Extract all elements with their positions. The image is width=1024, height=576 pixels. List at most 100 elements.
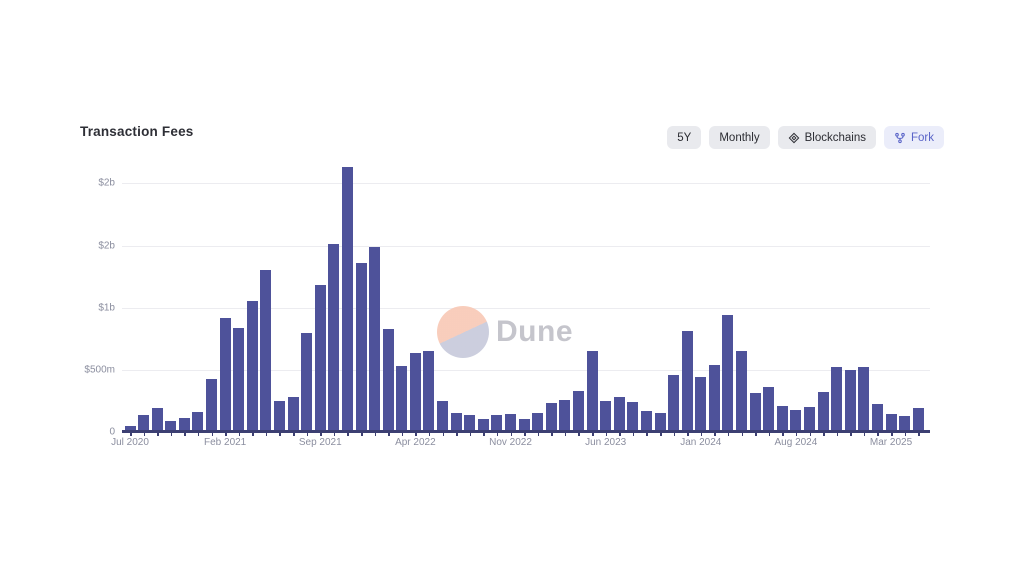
bar-nov-2023[interactable] [668, 375, 680, 432]
blockchains-label: Blockchains [804, 131, 866, 144]
x-axis-tick [265, 432, 268, 436]
x-axis-tick [483, 432, 485, 436]
bar-jun-2021[interactable] [273, 401, 285, 432]
bar-mar-2022[interactable] [396, 366, 408, 432]
bar-sep-2021[interactable] [314, 285, 326, 432]
x-axis-tick [456, 432, 458, 436]
bar-mar-2024[interactable] [722, 315, 734, 432]
x-axis-tick [673, 432, 676, 436]
x-axis-tick [918, 432, 920, 436]
bar-may-2025[interactable] [912, 408, 924, 432]
x-axis-tick [782, 432, 784, 436]
bar-dec-2020[interactable] [192, 412, 204, 432]
x-axis-tick [442, 432, 445, 436]
x-axis-tick [619, 432, 621, 436]
bar-oct-2024[interactable] [817, 392, 829, 432]
time-range-button[interactable]: 5Y [667, 126, 702, 149]
fork-icon [894, 132, 906, 144]
bar-oct-2022[interactable] [491, 415, 503, 432]
bar-nov-2020[interactable] [178, 418, 190, 432]
x-axis-tick [293, 432, 295, 436]
bar-jan-2024[interactable] [695, 377, 707, 432]
y-axis-label: $2b [98, 177, 115, 189]
bar-aug-2022[interactable] [464, 415, 476, 432]
x-axis-tick [700, 432, 703, 436]
bar-may-2021[interactable] [260, 270, 272, 432]
bar-sep-2024[interactable] [804, 407, 815, 432]
x-axis-tick [469, 432, 472, 436]
bar-oct-2021[interactable] [328, 244, 340, 432]
bar-feb-2025[interactable] [871, 404, 883, 432]
blockchains-button[interactable]: Blockchains [777, 126, 876, 149]
x-axis-tick [578, 432, 580, 436]
bar-oct-2020[interactable] [165, 421, 177, 432]
bar-aug-2021[interactable] [301, 333, 313, 432]
bar-nov-2024[interactable] [831, 367, 843, 432]
bar-jan-2021[interactable] [206, 379, 218, 432]
x-axis-tick [646, 432, 648, 436]
bar-nov-2022[interactable] [505, 414, 517, 432]
bar-feb-2021[interactable] [219, 318, 231, 432]
bar-dec-2021[interactable] [355, 263, 367, 432]
bar-may-2024[interactable] [749, 393, 761, 432]
bar-mar-2025[interactable] [885, 414, 897, 432]
bar-apr-2024[interactable] [736, 351, 748, 432]
bar-feb-2022[interactable] [382, 329, 394, 432]
x-axis-tick [660, 432, 662, 436]
y-axis-label: 0 [109, 426, 115, 438]
bar-may-2023[interactable] [586, 351, 598, 432]
bar-jul-2021[interactable] [287, 397, 299, 432]
bar-may-2022[interactable] [423, 351, 435, 432]
bar-aug-2020[interactable] [138, 415, 150, 432]
x-axis-tick [170, 432, 173, 436]
gridline [122, 183, 930, 185]
bar-dec-2024[interactable] [844, 370, 856, 432]
x-axis-tick [768, 432, 771, 436]
bar-apr-2021[interactable] [246, 301, 258, 432]
bar-feb-2023[interactable] [545, 403, 557, 432]
fork-button[interactable]: Fork [884, 126, 944, 149]
bar-jun-2024[interactable] [763, 387, 775, 432]
y-axis-label: $2b [98, 240, 115, 252]
x-axis-tick [347, 432, 349, 436]
x-axis-tick [157, 432, 159, 436]
bar-apr-2025[interactable] [899, 416, 911, 432]
interval-label: Monthly [719, 131, 760, 144]
bar-apr-2022[interactable] [409, 353, 421, 432]
x-axis-tick [197, 432, 200, 436]
x-axis-tick [428, 432, 431, 436]
bar-dec-2022[interactable] [518, 419, 530, 432]
bar-oct-2023[interactable] [654, 413, 666, 432]
bar-jul-2022[interactable] [450, 413, 462, 432]
bar-mar-2023[interactable] [559, 400, 571, 432]
bar-jul-2024[interactable] [776, 406, 788, 432]
bar-jan-2022[interactable] [369, 247, 381, 432]
x-axis-tick [225, 432, 227, 436]
x-axis-tick [632, 432, 635, 436]
bar-jul-2023[interactable] [613, 397, 625, 432]
bar-mar-2021[interactable] [233, 328, 245, 432]
bar-jun-2023[interactable] [600, 401, 612, 432]
interval-button[interactable]: Monthly [709, 126, 770, 149]
bar-sep-2023[interactable] [640, 411, 652, 432]
x-axis-tick [238, 432, 241, 436]
x-axis-tick [333, 432, 336, 436]
bar-aug-2023[interactable] [627, 402, 639, 432]
x-axis-tick [836, 432, 839, 436]
bar-sep-2020[interactable] [151, 408, 163, 432]
x-axis-tick [279, 432, 281, 436]
bar-apr-2023[interactable] [572, 391, 584, 432]
x-axis-tick [524, 432, 526, 436]
bar-jan-2023[interactable] [532, 413, 544, 432]
y-axis-label: $1b [98, 302, 115, 314]
bar-nov-2021[interactable] [341, 167, 353, 432]
bar-aug-2024[interactable] [790, 410, 802, 432]
bar-feb-2024[interactable] [708, 365, 720, 432]
x-axis-label: Apr 2022 [395, 437, 436, 448]
bar-jan-2025[interactable] [858, 367, 870, 432]
x-axis-tick [361, 432, 363, 436]
bar-dec-2023[interactable] [681, 331, 693, 432]
bar-jul-2020[interactable] [124, 426, 136, 432]
bar-sep-2022[interactable] [477, 419, 489, 432]
bar-jun-2022[interactable] [437, 401, 449, 432]
